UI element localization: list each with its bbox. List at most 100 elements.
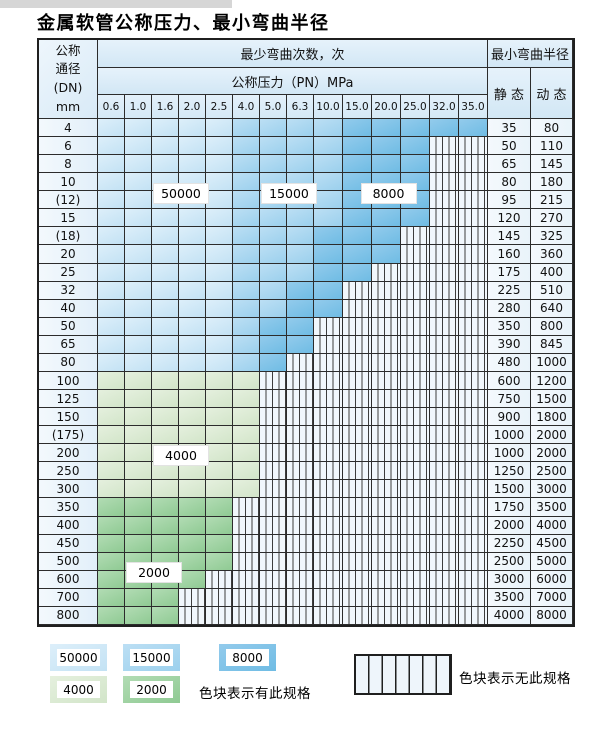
spec-cell-8000 xyxy=(343,155,372,174)
no-spec-cell xyxy=(287,426,314,445)
no-spec-cell xyxy=(401,281,430,300)
spec-cell-50000 xyxy=(206,137,233,156)
no-spec-cell xyxy=(260,390,287,409)
spec-cell-4000 xyxy=(125,444,152,463)
spec-cell-2000 xyxy=(98,606,125,625)
no-spec-cell xyxy=(459,552,488,571)
spec-cell-4000 xyxy=(125,462,152,481)
no-spec-cell xyxy=(314,480,343,499)
no-spec-cell xyxy=(314,552,343,571)
no-spec-cell xyxy=(459,426,488,445)
corner-line: (DN) xyxy=(53,80,83,95)
static-radius-cell: 1500 xyxy=(488,480,531,499)
spec-cell-8000 xyxy=(314,227,343,246)
spec-cell-4000 xyxy=(125,480,152,499)
static-radius-cell: 145 xyxy=(488,227,531,246)
spec-cell-50000 xyxy=(98,137,125,156)
no-spec-cell xyxy=(459,498,488,517)
no-spec-cell xyxy=(314,317,343,336)
radius-header: 最小弯曲半径 xyxy=(488,40,573,68)
spec-cell-4000 xyxy=(233,462,260,481)
no-spec-cell xyxy=(401,462,430,481)
spec-cell-15000 xyxy=(260,119,287,138)
no-spec-cell xyxy=(401,390,430,409)
spec-cell-50000 xyxy=(179,227,206,246)
no-spec-cell xyxy=(459,570,488,589)
spec-cell-50000 xyxy=(206,335,233,354)
no-spec-cell xyxy=(260,462,287,481)
corner-line: 公称 xyxy=(55,42,81,58)
spec-cell-50000 xyxy=(125,137,152,156)
dynamic-radius-cell: 80 xyxy=(531,119,573,138)
spec-cell-15000 xyxy=(260,245,287,264)
dynamic-radius-cell: 145 xyxy=(531,155,573,174)
static-radius-cell: 160 xyxy=(488,245,531,264)
no-spec-cell xyxy=(459,155,488,174)
dynamic-radius-cell: 3500 xyxy=(531,498,573,517)
no-spec-cell xyxy=(401,570,430,589)
dn-cell: 250 xyxy=(39,462,98,481)
dn-cell: 400 xyxy=(39,516,98,535)
spec-cell-8000 xyxy=(343,263,372,282)
spec-cell-50000 xyxy=(152,317,179,336)
spec-cell-4000 xyxy=(152,480,179,499)
no-spec-cell xyxy=(314,462,343,481)
static-radius-cell: 4000 xyxy=(488,606,531,625)
no-spec-cell xyxy=(459,371,488,391)
spec-cell-4000 xyxy=(98,371,125,391)
no-spec-cell xyxy=(287,371,314,391)
spec-cell-8000 xyxy=(343,245,372,264)
spec-cell-50000 xyxy=(152,245,179,264)
spec-cell-4000 xyxy=(179,408,206,427)
static-radius-cell: 35 xyxy=(488,119,531,138)
no-spec-cell xyxy=(179,606,206,625)
zone-label-4000: 4000 xyxy=(154,445,208,465)
no-spec-cell xyxy=(372,299,401,318)
static-radius-cell: 480 xyxy=(488,353,531,372)
dynamic-radius-cell: 400 xyxy=(531,263,573,282)
spec-cell-15000 xyxy=(314,137,343,156)
no-spec-cell xyxy=(287,606,314,625)
dynamic-radius-cell: 4000 xyxy=(531,516,573,535)
no-spec-cell xyxy=(430,480,459,499)
spec-cell-15000 xyxy=(233,173,260,192)
spec-cell-50000 xyxy=(179,209,206,228)
dn-cell: (18) xyxy=(39,227,98,246)
no-spec-cell xyxy=(260,588,287,607)
spec-cell-8000 xyxy=(287,335,314,354)
spec-cell-50000 xyxy=(206,191,233,210)
no-spec-cell xyxy=(343,552,372,571)
spec-cell-50000 xyxy=(98,209,125,228)
no-spec-cell xyxy=(372,588,401,607)
no-spec-cell xyxy=(372,371,401,391)
spec-cell-50000 xyxy=(125,263,152,282)
legend-chip-label: 15000 xyxy=(130,649,173,666)
no-spec-cell xyxy=(430,209,459,228)
no-spec-cell xyxy=(343,390,372,409)
no-spec-cell xyxy=(430,498,459,517)
no-spec-cell xyxy=(343,335,372,354)
no-spec-cell xyxy=(343,534,372,553)
spec-cell-15000 xyxy=(233,317,260,336)
no-spec-cell xyxy=(372,462,401,481)
spec-cell-4000 xyxy=(98,390,125,409)
spec-cell-50000 xyxy=(98,263,125,282)
no-spec-cell xyxy=(372,552,401,571)
spec-cell-50000 xyxy=(98,353,125,372)
no-spec-cell xyxy=(233,588,260,607)
spec-cell-15000 xyxy=(233,281,260,300)
spec-cell-2000 xyxy=(179,498,206,517)
no-spec-cell xyxy=(459,317,488,336)
dn-cell: 4 xyxy=(39,119,98,138)
spec-cell-4000 xyxy=(152,408,179,427)
legend-chip-label: 4000 xyxy=(57,681,100,698)
no-spec-cell xyxy=(401,534,430,553)
no-spec-cell xyxy=(343,317,372,336)
spec-cell-50000 xyxy=(206,209,233,228)
legend-chip-8000: 8000 xyxy=(219,644,276,671)
no-spec-cell xyxy=(287,408,314,427)
spec-cell-15000 xyxy=(287,155,314,174)
no-spec-note: 色块表示无此规格 xyxy=(459,671,571,687)
no-spec-cell xyxy=(430,353,459,372)
no-spec-cell xyxy=(430,390,459,409)
